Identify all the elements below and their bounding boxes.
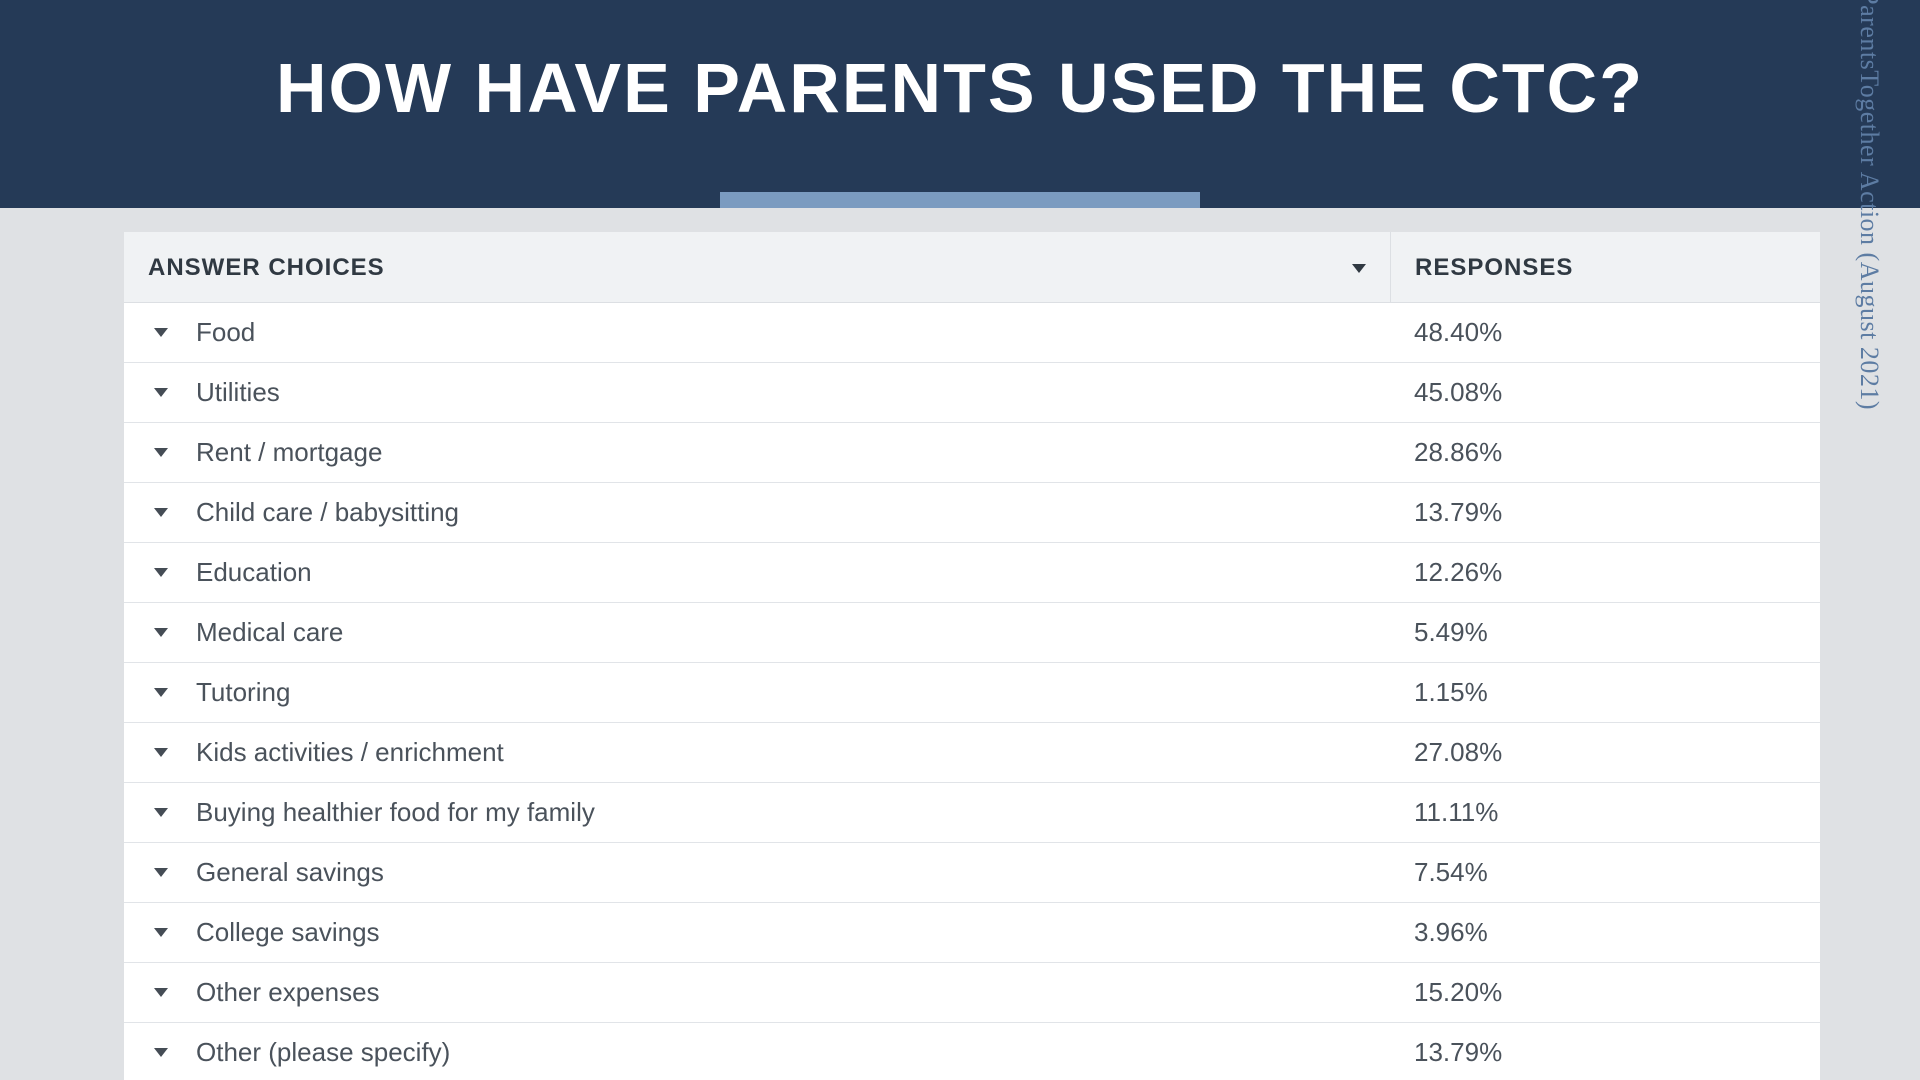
answer-label: Education — [196, 557, 312, 588]
response-cell: 12.26% — [1390, 543, 1820, 602]
page-title: HOW HAVE PARENTS USED THE CTC? — [276, 48, 1644, 128]
answer-cell: Utilities — [124, 363, 1390, 422]
answer-label: Kids activities / enrichment — [196, 737, 504, 768]
accent-bar — [720, 192, 1200, 208]
response-cell: 45.08% — [1390, 363, 1820, 422]
response-cell: 13.79% — [1390, 1023, 1820, 1080]
table-row[interactable]: Education 12.26% — [124, 543, 1820, 603]
table-row[interactable]: Tutoring 1.15% — [124, 663, 1820, 723]
table-row[interactable]: Kids activities / enrichment 27.08% — [124, 723, 1820, 783]
answer-label: Food — [196, 317, 255, 348]
response-cell: 7.54% — [1390, 843, 1820, 902]
answer-label: Rent / mortgage — [196, 437, 382, 468]
expand-row-icon[interactable] — [154, 988, 168, 997]
header-band: HOW HAVE PARENTS USED THE CTC? — [0, 0, 1920, 208]
answer-cell: Medical care — [124, 603, 1390, 662]
expand-row-icon[interactable] — [154, 388, 168, 397]
answer-cell: College savings — [124, 903, 1390, 962]
expand-row-icon[interactable] — [154, 448, 168, 457]
table-row[interactable]: Medical care 5.49% — [124, 603, 1820, 663]
table-row[interactable]: Child care / babysitting 13.79% — [124, 483, 1820, 543]
answer-cell: Tutoring — [124, 663, 1390, 722]
answer-cell: General savings — [124, 843, 1390, 902]
table-row[interactable]: Food 48.40% — [124, 303, 1820, 363]
answer-label: Medical care — [196, 617, 343, 648]
response-cell: 48.40% — [1390, 303, 1820, 362]
expand-row-icon[interactable] — [154, 328, 168, 337]
expand-row-icon[interactable] — [154, 688, 168, 697]
answer-label: Child care / babysitting — [196, 497, 459, 528]
response-cell: 3.96% — [1390, 903, 1820, 962]
col-header-answer-label: ANSWER CHOICES — [148, 254, 385, 282]
answer-label: Other (please specify) — [196, 1037, 450, 1068]
table-row[interactable]: Other expenses 15.20% — [124, 963, 1820, 1023]
table-body: Food48.40%Utilities45.08%Rent / mortgage… — [124, 303, 1820, 1080]
table-row[interactable]: Utilities 45.08% — [124, 363, 1820, 423]
response-cell: 28.86% — [1390, 423, 1820, 482]
answer-cell: Other (please specify) — [124, 1023, 1390, 1080]
expand-row-icon[interactable] — [154, 808, 168, 817]
table-row[interactable]: College savings 3.96% — [124, 903, 1820, 963]
table-row[interactable]: Rent / mortgage 28.86% — [124, 423, 1820, 483]
table-row[interactable]: Other (please specify) 13.79% — [124, 1023, 1820, 1080]
expand-row-icon[interactable] — [154, 1048, 168, 1057]
expand-row-icon[interactable] — [154, 868, 168, 877]
expand-row-icon[interactable] — [154, 508, 168, 517]
col-header-responses-label: RESPONSES — [1415, 254, 1573, 282]
expand-row-icon[interactable] — [154, 628, 168, 637]
answer-cell: Kids activities / enrichment — [124, 723, 1390, 782]
source-attribution: ParentsTogether Action (August 2021) — [1854, 0, 1884, 410]
answer-label: Buying healthier food for my family — [196, 797, 595, 828]
table-header-row: ANSWER CHOICES RESPONSES — [124, 232, 1820, 303]
answer-cell: Child care / babysitting — [124, 483, 1390, 542]
col-header-answer-choices[interactable]: ANSWER CHOICES — [124, 232, 1390, 302]
dropdown-icon[interactable] — [1352, 264, 1366, 273]
response-cell: 13.79% — [1390, 483, 1820, 542]
expand-row-icon[interactable] — [154, 928, 168, 937]
answer-label: College savings — [196, 917, 380, 948]
response-cell: 15.20% — [1390, 963, 1820, 1022]
answer-label: Utilities — [196, 377, 280, 408]
answer-cell: Education — [124, 543, 1390, 602]
table-row[interactable]: General savings 7.54% — [124, 843, 1820, 903]
answer-cell: Other expenses — [124, 963, 1390, 1022]
survey-table: ANSWER CHOICES RESPONSES Food48.40%Utili… — [124, 232, 1820, 1080]
answer-label: Tutoring — [196, 677, 290, 708]
response-cell: 5.49% — [1390, 603, 1820, 662]
response-cell: 1.15% — [1390, 663, 1820, 722]
answer-label: Other expenses — [196, 977, 380, 1008]
expand-row-icon[interactable] — [154, 748, 168, 757]
answer-label: General savings — [196, 857, 384, 888]
answer-cell: Buying healthier food for my family — [124, 783, 1390, 842]
expand-row-icon[interactable] — [154, 568, 168, 577]
answer-cell: Rent / mortgage — [124, 423, 1390, 482]
answer-cell: Food — [124, 303, 1390, 362]
col-header-responses[interactable]: RESPONSES — [1390, 232, 1820, 302]
response-cell: 27.08% — [1390, 723, 1820, 782]
table-row[interactable]: Buying healthier food for my family 11.11… — [124, 783, 1820, 843]
response-cell: 11.11% — [1390, 783, 1820, 842]
